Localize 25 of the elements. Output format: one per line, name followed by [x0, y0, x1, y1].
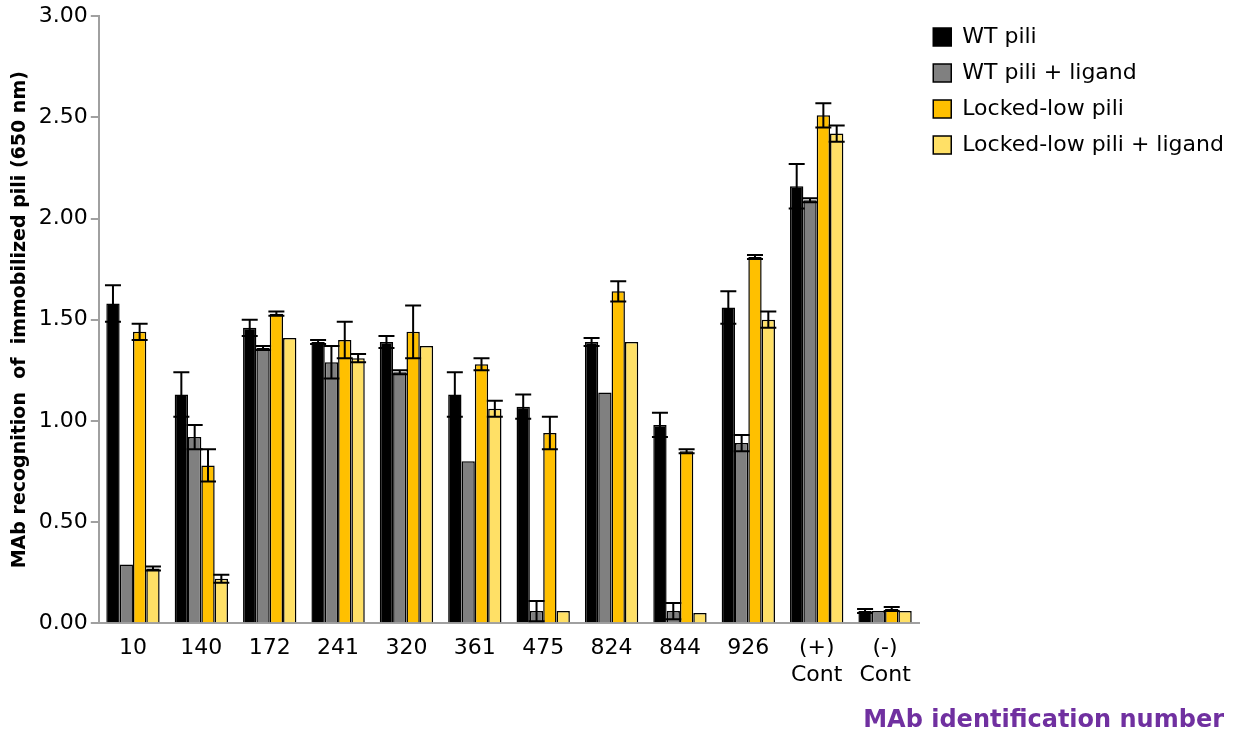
legend-label: WT pili + ligand	[962, 58, 1137, 84]
x-tick-label: (+) Cont	[791, 634, 843, 686]
x-tick-label: 844	[658, 634, 701, 660]
legend-label: Locked-low pili + ligand	[962, 130, 1224, 156]
legend-label: WT pili	[962, 22, 1037, 48]
x-tick-label: 361	[453, 634, 496, 660]
x-axis-title: MAb identification number	[863, 705, 1224, 733]
y-tick-label: 3.00	[38, 1, 88, 27]
y-tick-label: 2.50	[38, 103, 88, 129]
y-tick-label: 1.50	[38, 305, 88, 331]
x-tick-label: 320	[385, 634, 428, 660]
y-axis-title: MAb recognition of immobilized pili (650 nm)	[7, 71, 30, 569]
y-tick-label: 1.00	[38, 406, 88, 432]
legend-label: Locked-low pili	[962, 94, 1124, 120]
y-tick-label: 0.00	[38, 608, 88, 634]
x-tick-label: 140	[180, 634, 223, 660]
y-tick-label: 2.00	[38, 204, 88, 230]
x-tick-label: 172	[248, 634, 291, 660]
x-tick-label: (-) Cont	[859, 634, 912, 686]
x-tick-label: 475	[522, 634, 565, 660]
x-tick-label: 926	[727, 634, 770, 660]
x-tick-label: 824	[590, 634, 633, 660]
x-tick-label: 10	[118, 634, 147, 660]
x-tick-label: 241	[317, 634, 360, 660]
y-tick-label: 0.50	[38, 507, 88, 533]
